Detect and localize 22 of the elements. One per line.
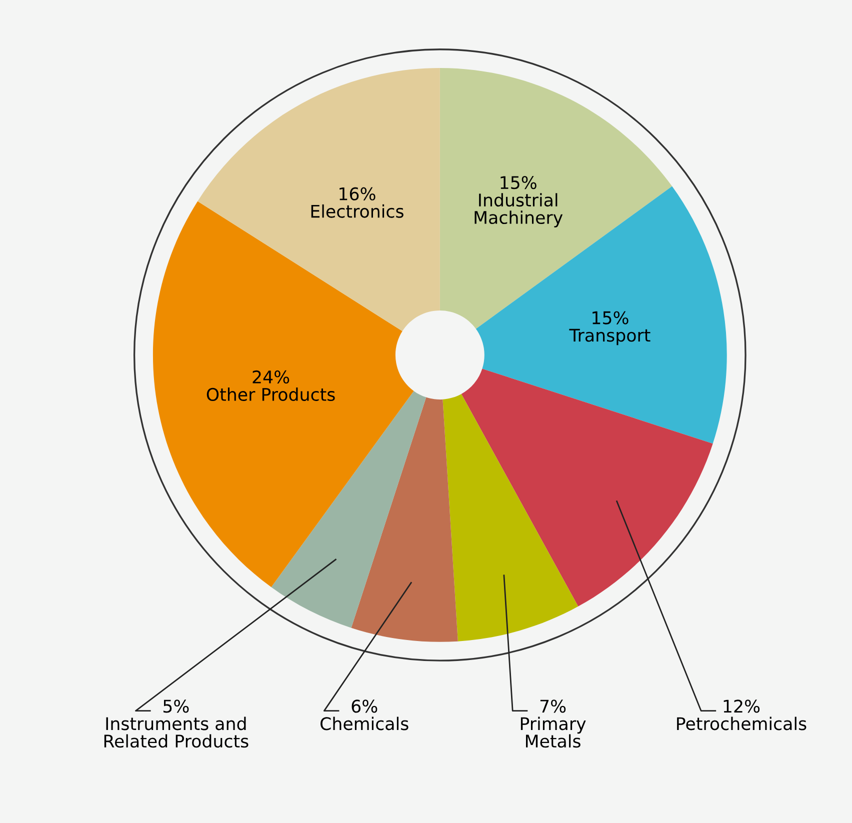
data-label: 24%	[252, 370, 290, 384]
slice-label: Transport	[569, 328, 650, 346]
slice-label: Instruments and Related Products	[104, 716, 248, 748]
slice-label: Other Products	[206, 388, 335, 401]
donut-slice	[198, 68, 440, 332]
donut-slice	[351, 397, 458, 642]
slice-label: Electronics	[311, 204, 404, 218]
donut-slice	[461, 368, 713, 606]
donut-slice	[440, 68, 672, 329]
data-label: 15%	[500, 176, 536, 190]
donut-slice	[152, 201, 414, 588]
donut-slice	[442, 394, 578, 642]
data-label: 5%	[163, 700, 189, 713]
slice-label: Industrial Machinery	[474, 193, 563, 228]
data-label: 15%	[592, 311, 628, 324]
data-label: 6%	[352, 700, 378, 713]
slice-label: Primary Metals	[520, 716, 586, 748]
slice-label: Petrochemicals	[677, 716, 806, 730]
data-label: 16%	[340, 187, 376, 200]
slice-label: Chemicals	[320, 716, 408, 730]
data-label: 7%	[540, 700, 566, 713]
data-label: 12%	[724, 700, 760, 713]
